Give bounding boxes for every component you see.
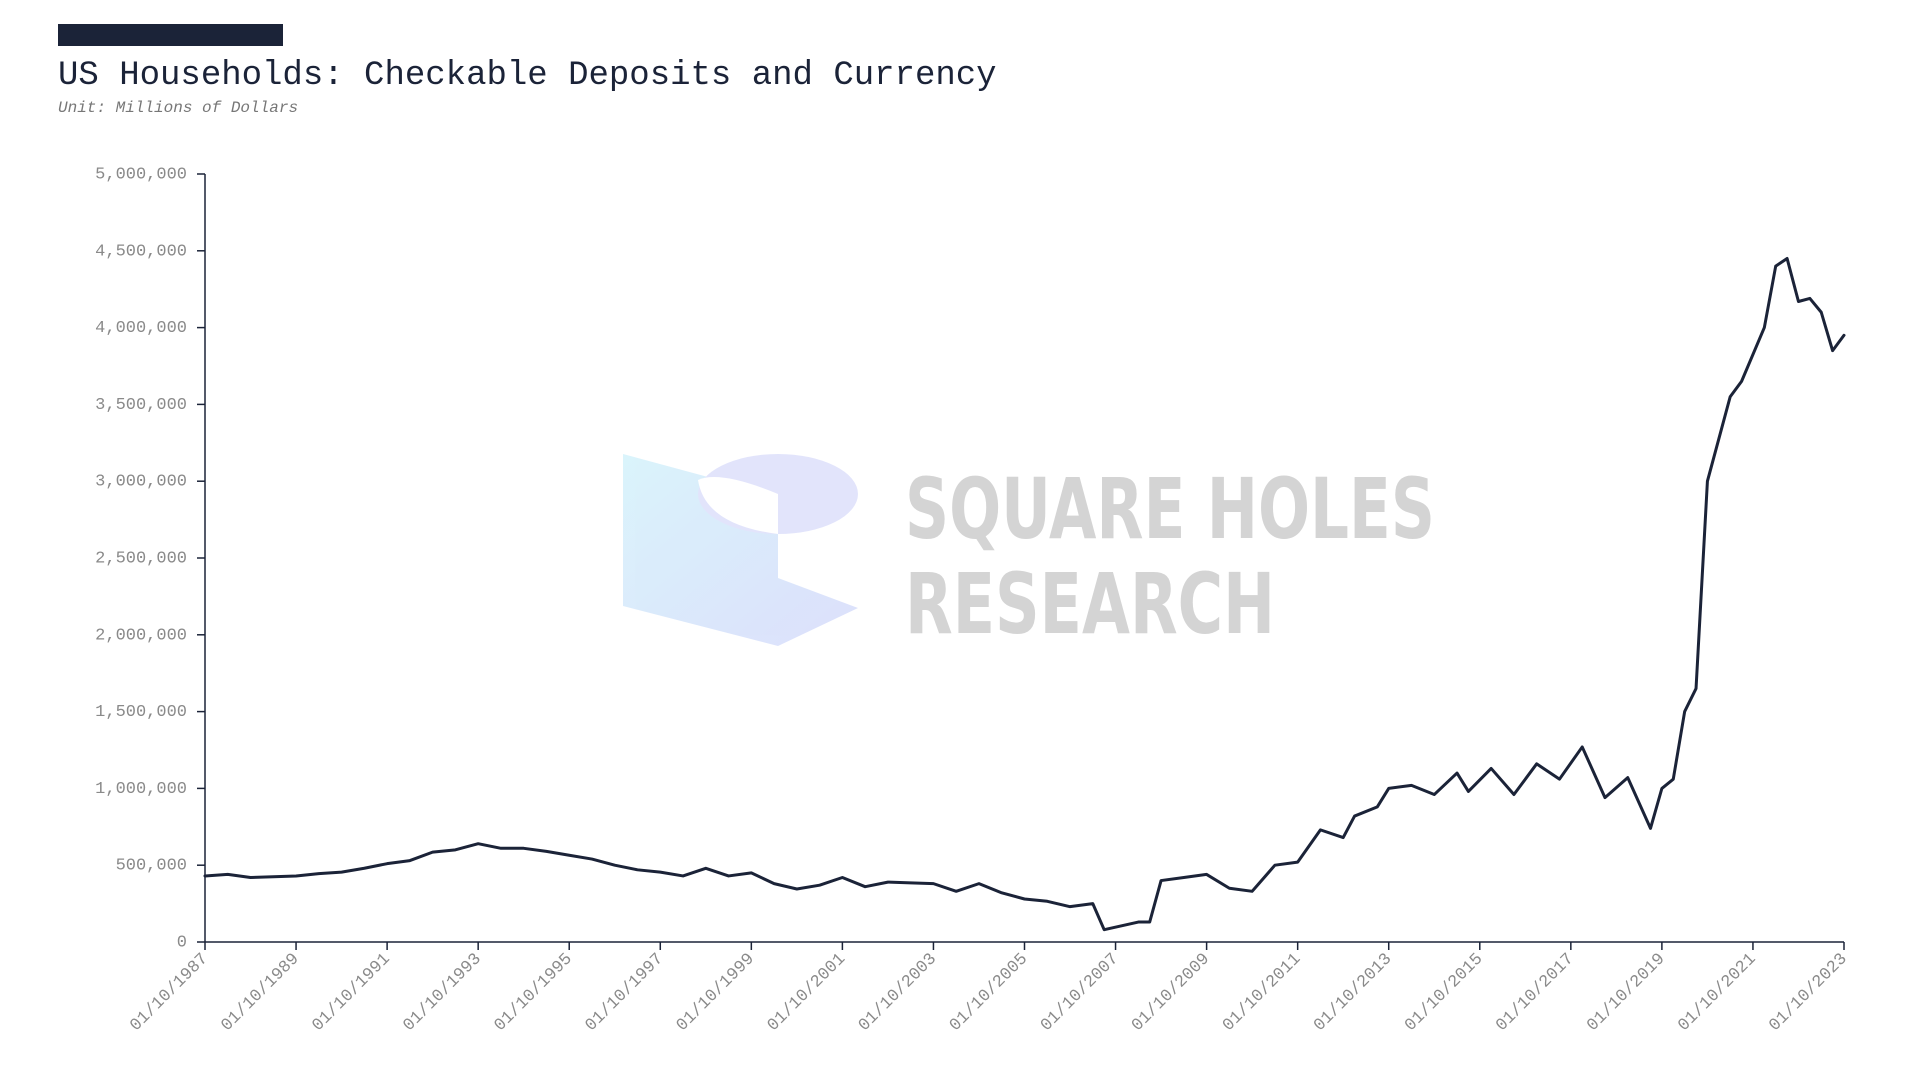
x-tick-label: 01/10/2007 bbox=[1037, 950, 1123, 1036]
chart-subtitle: Unit: Millions of Dollars bbox=[58, 99, 298, 117]
y-tick-label: 4,500,000 bbox=[95, 242, 187, 261]
x-tick-label: 01/10/2021 bbox=[1675, 950, 1761, 1036]
y-tick-label: 4,000,000 bbox=[95, 319, 187, 338]
x-tick-label: 01/10/1991 bbox=[309, 950, 395, 1036]
logo-body bbox=[623, 454, 858, 646]
x-tick-label: 01/10/2009 bbox=[1128, 950, 1214, 1036]
watermark-text: SQUARE HOLES bbox=[905, 460, 1435, 558]
x-tick-label: 01/10/1995 bbox=[491, 950, 577, 1036]
y-tick-label: 0 bbox=[177, 933, 187, 952]
y-tick-label: 1,000,000 bbox=[95, 780, 187, 799]
watermark: SQUARE HOLES RESEARCH bbox=[623, 454, 1435, 653]
chart-title: US Households: Checkable Deposits and Cu… bbox=[58, 57, 997, 95]
y-tick-label: 2,500,000 bbox=[95, 549, 187, 568]
x-tick-label: 01/10/2023 bbox=[1766, 950, 1852, 1036]
x-tick-label: 01/10/2001 bbox=[764, 950, 850, 1036]
y-tick-label: 2,000,000 bbox=[95, 626, 187, 645]
x-tick-label: 01/10/1993 bbox=[400, 950, 486, 1036]
x-tick-label: 01/10/2005 bbox=[946, 950, 1032, 1036]
y-tick-label: 5,000,000 bbox=[95, 165, 187, 184]
data-line bbox=[203, 256, 1846, 932]
y-tick-label: 500,000 bbox=[116, 857, 187, 876]
y-tick-label: 3,500,000 bbox=[95, 396, 187, 415]
x-tick-label: 01/10/1997 bbox=[582, 950, 668, 1036]
logo-cut bbox=[698, 477, 778, 534]
x-tick-label: 01/10/1999 bbox=[673, 950, 759, 1036]
header-bar bbox=[58, 24, 283, 46]
x-tick-label: 01/10/2017 bbox=[1493, 950, 1579, 1036]
x-tick-label: 01/10/2013 bbox=[1311, 950, 1397, 1036]
x-tick-label: 01/10/2011 bbox=[1219, 950, 1305, 1036]
x-tick-label: 01/10/1987 bbox=[127, 950, 213, 1036]
x-tick-label: 01/10/2015 bbox=[1402, 950, 1488, 1036]
x-tick-label: 01/10/2019 bbox=[1584, 950, 1670, 1036]
watermark-text: RESEARCH bbox=[905, 555, 1275, 653]
y-tick-label: 1,500,000 bbox=[95, 703, 187, 722]
y-tick-label: 3,000,000 bbox=[95, 473, 187, 492]
x-tick-label: 01/10/2003 bbox=[855, 950, 941, 1036]
x-tick-label: 01/10/1989 bbox=[218, 950, 304, 1036]
